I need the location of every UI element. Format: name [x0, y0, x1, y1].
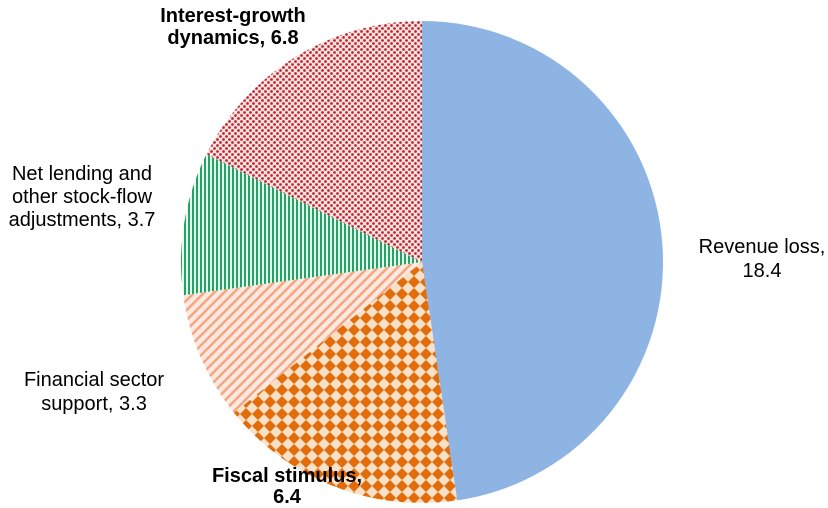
- slice-label-net-lending-and-other-stock-flow-adjustments: Net lending and other stock-flow adjustmen…: [9, 163, 156, 231]
- slice-label-interest-growth-dynamics: Interest-growth dynamics, 6.8: [160, 5, 306, 49]
- pie-slice-revenue-loss: [422, 21, 664, 501]
- slice-label-revenue-loss: Revenue loss, 18.4: [699, 236, 826, 282]
- slice-label-financial-sector-support: Financial sector support, 3.3: [24, 369, 164, 415]
- slice-label-fiscal-stimulus: Fiscal stimulus, 6.4: [212, 465, 362, 508]
- pie-slice-net-lending-and-other-stock-flow-adjustments: [180, 154, 422, 296]
- pie-slice-interest-growth-dynamics: [206, 21, 422, 262]
- pie-slice-fiscal-stimulus: [233, 262, 458, 504]
- pie-slice-financial-sector-support: [183, 262, 422, 413]
